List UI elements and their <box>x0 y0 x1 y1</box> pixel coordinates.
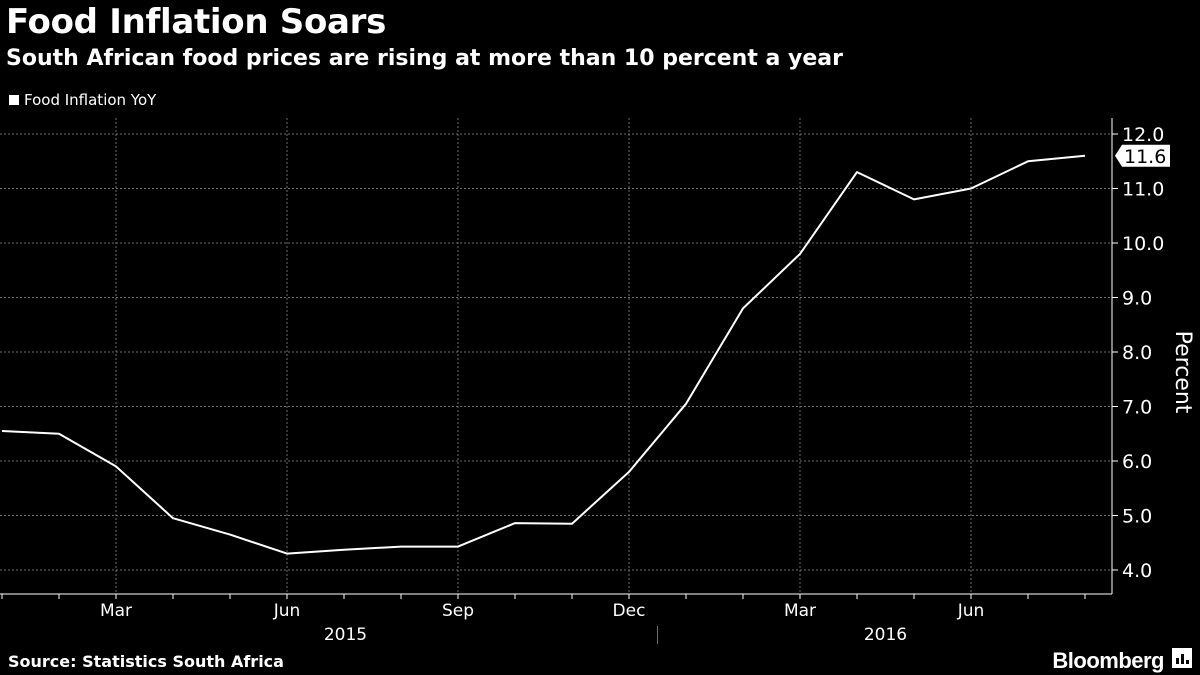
legend-swatch <box>9 95 19 105</box>
y-axis-label: Percent <box>1170 331 1195 414</box>
x-tick-label: Dec <box>613 601 646 621</box>
last-value-label: 11.6 <box>1124 146 1166 168</box>
y-tick-label: 5.0 <box>1122 506 1152 528</box>
y-tick-label: 11.0 <box>1122 179 1164 201</box>
legend: Food Inflation YoY <box>9 91 156 109</box>
x-tick-label: Jun <box>273 601 301 621</box>
y-tick-label: 12.0 <box>1122 124 1164 146</box>
last-value-marker <box>1115 144 1170 167</box>
x-tick-label: Sep <box>442 601 474 621</box>
year-label: 2015 <box>324 625 367 645</box>
year-label: 2016 <box>864 625 907 645</box>
y-tick-label: 8.0 <box>1122 342 1152 364</box>
bloomberg-icon <box>1172 648 1192 668</box>
x-tick-label: Jun <box>957 601 985 621</box>
series-line <box>1 154 1086 555</box>
x-tick-label: Mar <box>784 601 816 621</box>
y-tick-label: 10.0 <box>1122 233 1164 255</box>
source-note: Source: Statistics South Africa <box>8 652 284 671</box>
x-tick-label: Mar <box>100 601 132 621</box>
y-tick-label: 7.0 <box>1122 397 1152 419</box>
chart-title: Food Inflation Soars <box>6 2 387 42</box>
y-tick-label: 9.0 <box>1122 288 1152 310</box>
y-tick-label: 4.0 <box>1122 560 1152 582</box>
brand-logo: Bloomberg <box>1052 648 1164 673</box>
chart-subtitle: South African food prices are rising at … <box>6 46 843 71</box>
legend-label: Food Inflation YoY <box>24 91 157 109</box>
y-tick-label: 6.0 <box>1122 451 1152 473</box>
